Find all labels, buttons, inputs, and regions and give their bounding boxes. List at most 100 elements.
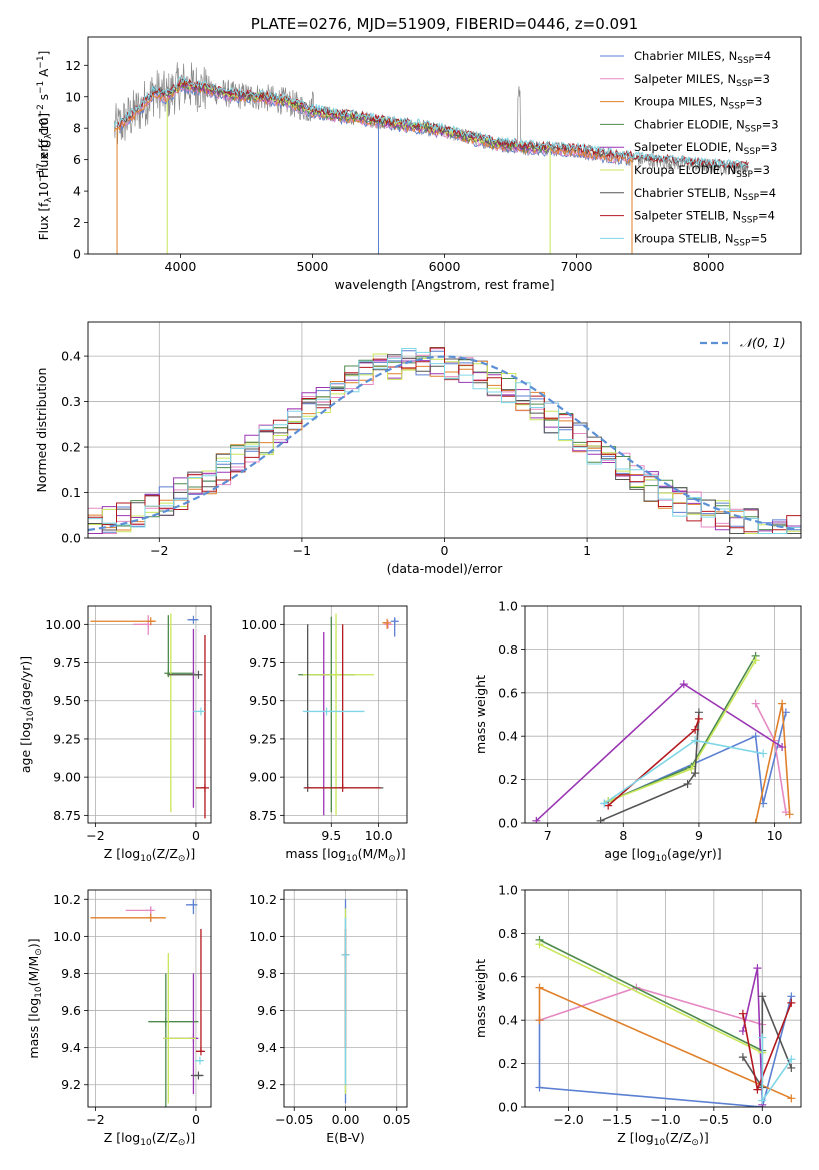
x-tick-label: 4000: [165, 259, 197, 274]
x-tick-label: −0.5: [699, 1112, 729, 1127]
y-tick-label: 4: [73, 184, 81, 199]
x-tick-label: 1: [583, 543, 591, 558]
label-part: Z [log: [104, 1130, 140, 1145]
y-tick-label: 9.50: [249, 693, 277, 708]
age_vs_Z-plot-area: [90, 613, 209, 819]
y-tick-label: 0.0: [498, 1100, 518, 1115]
legend-label: Kroupa STELIB, NSSP=5: [634, 231, 767, 248]
weight-marker: [785, 810, 794, 819]
label-part: E(B-V): [326, 1130, 365, 1145]
label-part: Salpeter ELODIE, N: [634, 140, 744, 154]
label-part: SSP: [745, 124, 762, 134]
errorbar-marker: [390, 617, 399, 626]
label-part: (Z/Z: [152, 1130, 178, 1145]
errorbar-marker: [194, 670, 203, 679]
legend-label: Chabrier MILES, NSSP=4: [634, 49, 771, 66]
weight_vs_age-plot-area: [532, 651, 794, 823]
errorbar-point: [185, 899, 198, 915]
label-part: −2: [36, 104, 46, 117]
errorbar-point: [193, 707, 205, 716]
x-tick-label: 2: [726, 543, 734, 558]
errorbar-marker: [338, 783, 347, 792]
weight-marker: [758, 1033, 767, 1042]
errorbar-point: [382, 618, 392, 629]
weight-marker: [758, 1096, 767, 1105]
x-tick-label: 7: [544, 828, 552, 843]
label-part: Chabrier ELODIE, N: [634, 117, 745, 131]
label-part: =3: [753, 163, 770, 177]
y-tick-label: 0.4: [498, 729, 518, 744]
errorbar-marker: [196, 1047, 205, 1056]
x-tick-label: −1.5: [602, 1112, 632, 1127]
errorbar-point: [90, 617, 156, 626]
label-part: (age/yr)]: [18, 656, 33, 711]
label-part: −1: [36, 81, 46, 94]
label-part: Chabrier STELIB, N: [634, 186, 742, 200]
errorbar-marker: [189, 615, 198, 624]
y-tick-label: 9.6: [257, 1003, 277, 1018]
y-tick-label: 9.25: [53, 731, 81, 746]
weight-marker: [759, 749, 768, 758]
y-axis-label: Flux [fλ10−17 erg cm−2 s−1 A−1]: [36, 51, 54, 241]
label-part: )]: [185, 1130, 195, 1145]
axes-frame: [87, 36, 802, 255]
weight-series-salpeter_miles: [539, 986, 763, 1026]
y-tick-label: 0.4: [61, 349, 81, 364]
legend-label: Chabrier ELODIE, NSSP=3: [634, 117, 779, 134]
age_vs_mass-plot-area: [298, 613, 399, 816]
label-part: Salpeter STELIB, N: [634, 209, 741, 223]
errorbar-marker: [196, 707, 205, 716]
errorbar-point: [390, 617, 399, 637]
y-tick-label: 9.00: [249, 770, 277, 785]
weight-series-salpeter_stelib: [607, 718, 700, 807]
y-tick-label: 0.6: [498, 685, 518, 700]
weight-marker: [532, 816, 541, 823]
label-part: SSP: [734, 238, 751, 248]
y-tick-label: 2: [73, 215, 81, 230]
label-part: SSP: [737, 56, 754, 66]
label-part: Kroupa ELODIE, N: [634, 163, 736, 177]
errorbar-point: [303, 624, 384, 792]
x-tick-label: 0.0: [752, 1112, 772, 1127]
y-tick-label: 9.2: [61, 1077, 81, 1092]
errorbar-marker: [195, 1056, 204, 1065]
label-part: Flux [f: [36, 138, 51, 178]
label-part: erg cm: [37, 117, 51, 163]
y-tick-label: 8.75: [249, 808, 277, 823]
x-tick-label: −2.0: [553, 1112, 583, 1127]
legend-label: Salpeter MILES, NSSP=3: [634, 72, 770, 89]
weight-marker: [738, 1053, 747, 1062]
y-tick-label: 1.0: [498, 883, 518, 898]
y-tick-label: 10.2: [249, 892, 277, 907]
label-part: ⊙: [178, 1138, 186, 1148]
weight-marker: [751, 732, 760, 741]
y-tick-label: 9.75: [53, 655, 81, 670]
label-part: Z [log: [617, 1130, 653, 1145]
errorbar-point: [167, 670, 203, 679]
weight-marker: [535, 940, 544, 949]
x-tick-label: −2: [86, 1112, 104, 1127]
weight-marker: [687, 764, 696, 773]
label-part: 10: [37, 182, 51, 197]
axes-frame: [524, 889, 802, 1108]
x-tick-label: 10.0: [365, 828, 393, 843]
label-part: mass weight: [473, 675, 488, 754]
weight-marker: [600, 799, 609, 808]
figure-title: PLATE=0276, MJD=51909, FIBERID=0446, z=0…: [251, 15, 638, 33]
errorbar-marker: [146, 617, 155, 626]
errorbar-point: [163, 953, 196, 1104]
errorbar-point: [190, 1071, 204, 1080]
label-part: λ: [44, 133, 54, 139]
label-part: )]: [185, 846, 195, 861]
weight-marker: [691, 725, 700, 734]
label-part: =3: [762, 117, 779, 131]
y-tick-label: 0.4: [498, 1013, 518, 1028]
y-tick-label: 0.0: [498, 816, 518, 831]
errorbar-point: [195, 635, 209, 819]
label-part: s: [37, 94, 51, 104]
axes-frame: [524, 605, 802, 824]
weight-marker: [778, 699, 787, 708]
